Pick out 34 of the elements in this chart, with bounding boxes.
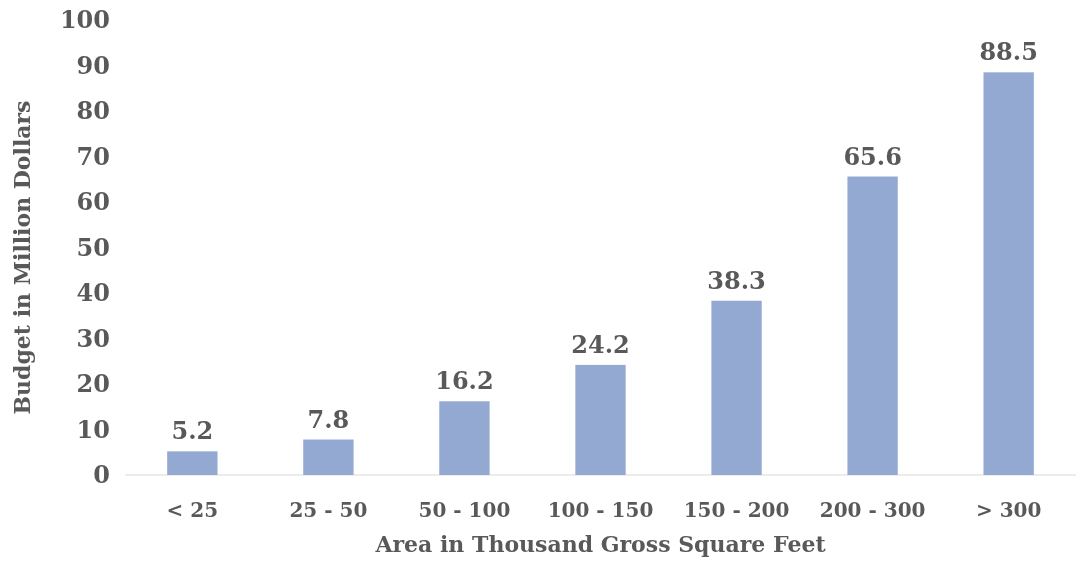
data-label: 24.2 [571, 329, 630, 359]
y-tick-label: 70 [76, 141, 110, 171]
x-tick-label: 50 - 100 [418, 498, 511, 522]
data-label: 16.2 [435, 366, 494, 396]
bar [439, 401, 490, 475]
y-tick-label: 50 [76, 232, 110, 262]
data-label: 65.6 [843, 141, 902, 171]
y-tick-label: 80 [76, 96, 110, 126]
data-label: 7.8 [307, 404, 350, 434]
data-label: 88.5 [979, 37, 1038, 67]
y-tick-label: 10 [76, 414, 110, 444]
y-tick-label: 30 [76, 323, 110, 353]
x-axis-title: Area in Thousand Gross Square Feet [374, 531, 827, 557]
x-tick-label: 25 - 50 [289, 498, 368, 522]
y-tick-label: 40 [76, 278, 110, 308]
y-tick-label: 100 [59, 5, 110, 35]
x-tick-label: 200 - 300 [819, 498, 926, 522]
bar [983, 72, 1034, 475]
y-tick-label: 90 [76, 50, 110, 80]
data-label: 38.3 [707, 265, 766, 295]
x-tick-label: < 25 [166, 498, 219, 522]
bar [167, 451, 218, 475]
bar [575, 364, 626, 475]
bar [847, 176, 898, 475]
bar [711, 300, 762, 475]
y-axis-title: Budget in Million Dollars [9, 100, 35, 415]
x-tick-label: 100 - 150 [547, 498, 654, 522]
y-tick-label: 0 [93, 460, 110, 490]
x-tick-label: > 300 [975, 498, 1042, 522]
y-tick-label: 20 [76, 369, 110, 399]
data-label: 5.2 [171, 416, 214, 446]
y-tick-label: 60 [76, 187, 110, 217]
bar [303, 439, 354, 475]
x-tick-label: 150 - 200 [683, 498, 790, 522]
